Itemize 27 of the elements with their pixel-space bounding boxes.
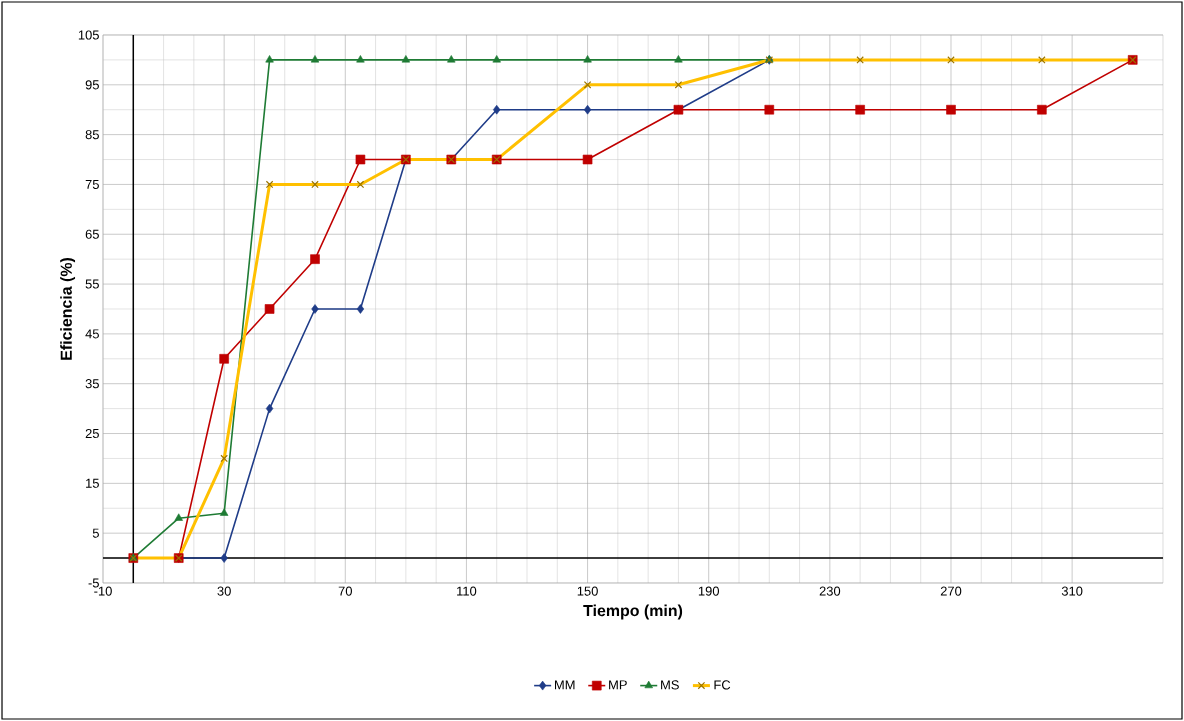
y-tick-label: 25 [85,428,99,439]
x-tick-label: 70 [338,586,352,596]
x-tick-label: 150 [577,586,598,596]
x-axis-title: Tiempo (min) [583,604,683,620]
x-tick-label: 110 [457,586,477,596]
y-axis-title: Eficiencia (%) [60,257,76,360]
x-tick-label: 310 [1061,586,1083,596]
legend-label: MP [609,680,627,690]
y-tick-label: 85 [85,130,99,140]
x-tick-label: 230 [819,586,841,596]
y-tick-label: 45 [85,329,99,339]
y-tick-label: 35 [85,379,99,389]
x-tick-label: 30 [217,586,231,596]
legend-label: FC [714,680,731,690]
y-tick-label: 5 [92,528,99,538]
y-tick-label: 95 [85,80,99,90]
legend-label: MS [661,680,679,690]
y-tick-label: 55 [85,279,99,289]
y-tick-label: 15 [86,478,99,488]
y-tick-label: -5 [88,578,99,588]
x-tick-label: -10 [94,586,112,596]
y-tick-label: 65 [85,229,99,239]
y-tick-label: 75 [85,179,99,189]
legend-label: MM [554,680,575,690]
x-tick-label: 190 [698,586,720,596]
x-tick-label: 270 [940,586,962,596]
y-tick-label: 105 [78,30,99,40]
